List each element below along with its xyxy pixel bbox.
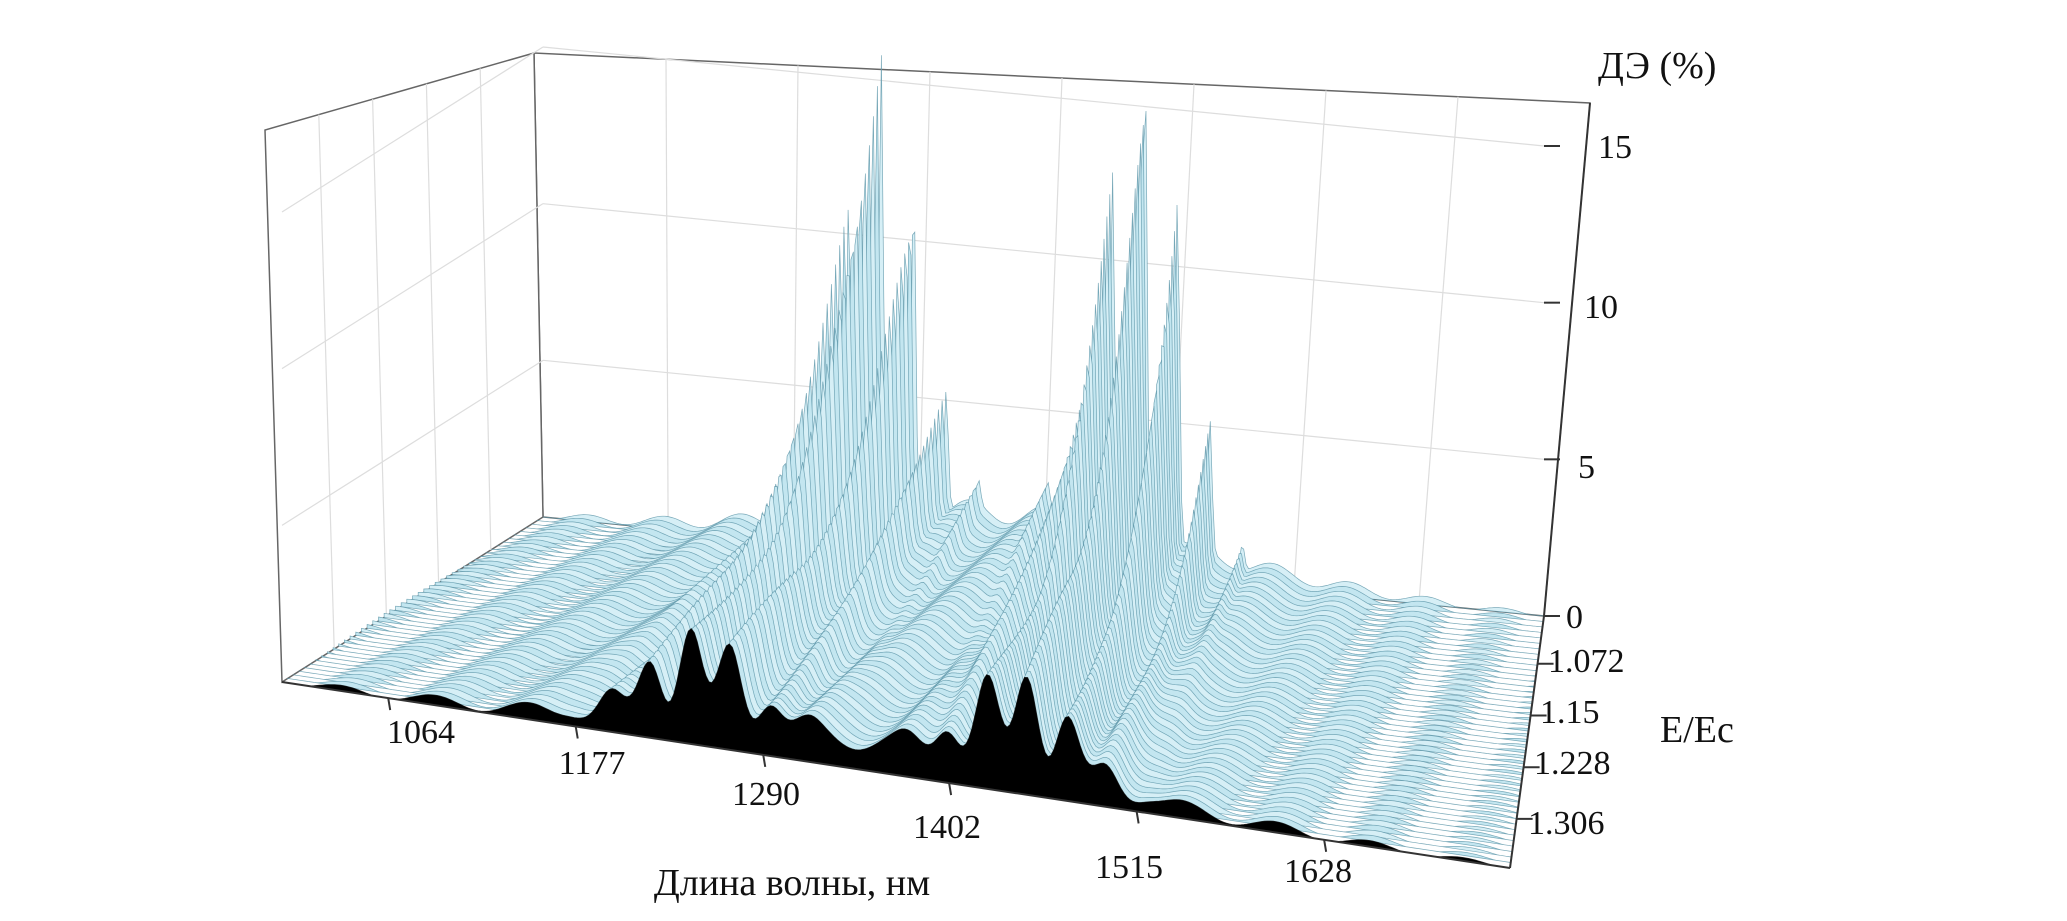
gridline: [542, 46, 1545, 147]
x-tick-label: 1064: [387, 714, 455, 751]
x-tick-label: 1628: [1284, 853, 1352, 890]
y-tick-label: 1.15: [1540, 694, 1600, 731]
surface-slice: [457, 398, 1534, 699]
gridline: [542, 203, 1545, 304]
x-tick: [387, 697, 392, 711]
y-tick-label: 1.072: [1548, 643, 1625, 680]
gridline: [281, 203, 544, 370]
gridline: [318, 114, 335, 650]
z-tick-label: 10: [1584, 289, 1618, 326]
gridline: [1042, 77, 1063, 567]
x-axis-label: Длина волны, нм: [654, 862, 930, 904]
x-tick-label: 1177: [559, 745, 626, 782]
gridline: [281, 46, 544, 213]
z-axis-label: ДЭ (%): [1598, 45, 1716, 87]
surface-slice: [451, 415, 1533, 705]
left-wall: [264, 52, 544, 684]
surface-slice: [417, 500, 1529, 737]
x-tick-label: 1402: [913, 809, 981, 846]
surface-slice: [463, 381, 1535, 694]
gridline: [425, 83, 440, 584]
y-axis: [1509, 615, 1545, 869]
y-tick-label: 1.228: [1534, 745, 1611, 782]
x-axis: [281, 681, 1511, 869]
gridline: [1293, 90, 1327, 592]
surface-slice: [395, 541, 1526, 759]
z-tick-label: 15: [1598, 129, 1632, 166]
gridline: [281, 359, 544, 526]
y-tick-label: 1.306: [1528, 805, 1605, 842]
x-tick-label: 1290: [732, 776, 800, 813]
surface-slice: [406, 522, 1527, 748]
surface-slice: [434, 462, 1531, 721]
gridline: [372, 99, 387, 617]
z-tick-label: 0: [1566, 599, 1583, 636]
surface-slice: [378, 559, 1523, 776]
x-tick: [948, 782, 953, 796]
surface-slice: [400, 532, 1526, 754]
surface-slice: [389, 548, 1525, 765]
x-tick: [1135, 811, 1140, 824]
z-axis: [1543, 102, 1591, 617]
x-tick: [574, 726, 579, 739]
gridline: [665, 59, 669, 530]
front-profile: [281, 627, 1511, 869]
surface-plot: [281, 55, 1545, 869]
gridline: [1418, 96, 1459, 604]
x-tick-label: 1515: [1095, 849, 1163, 886]
axes: [281, 102, 1591, 869]
y-axis-label: E/Ec: [1660, 709, 1734, 751]
surface-slice: [446, 431, 1532, 710]
x-tick: [762, 754, 767, 768]
z-tick-label: 5: [1578, 449, 1595, 486]
surface-slice: [440, 447, 1532, 716]
surface-slice: [429, 475, 1530, 726]
surface-slice: [383, 554, 1524, 770]
gridline: [479, 68, 492, 551]
surface-slice: [423, 487, 1529, 732]
x-tick: [1323, 839, 1328, 853]
gridline: [542, 359, 1545, 460]
